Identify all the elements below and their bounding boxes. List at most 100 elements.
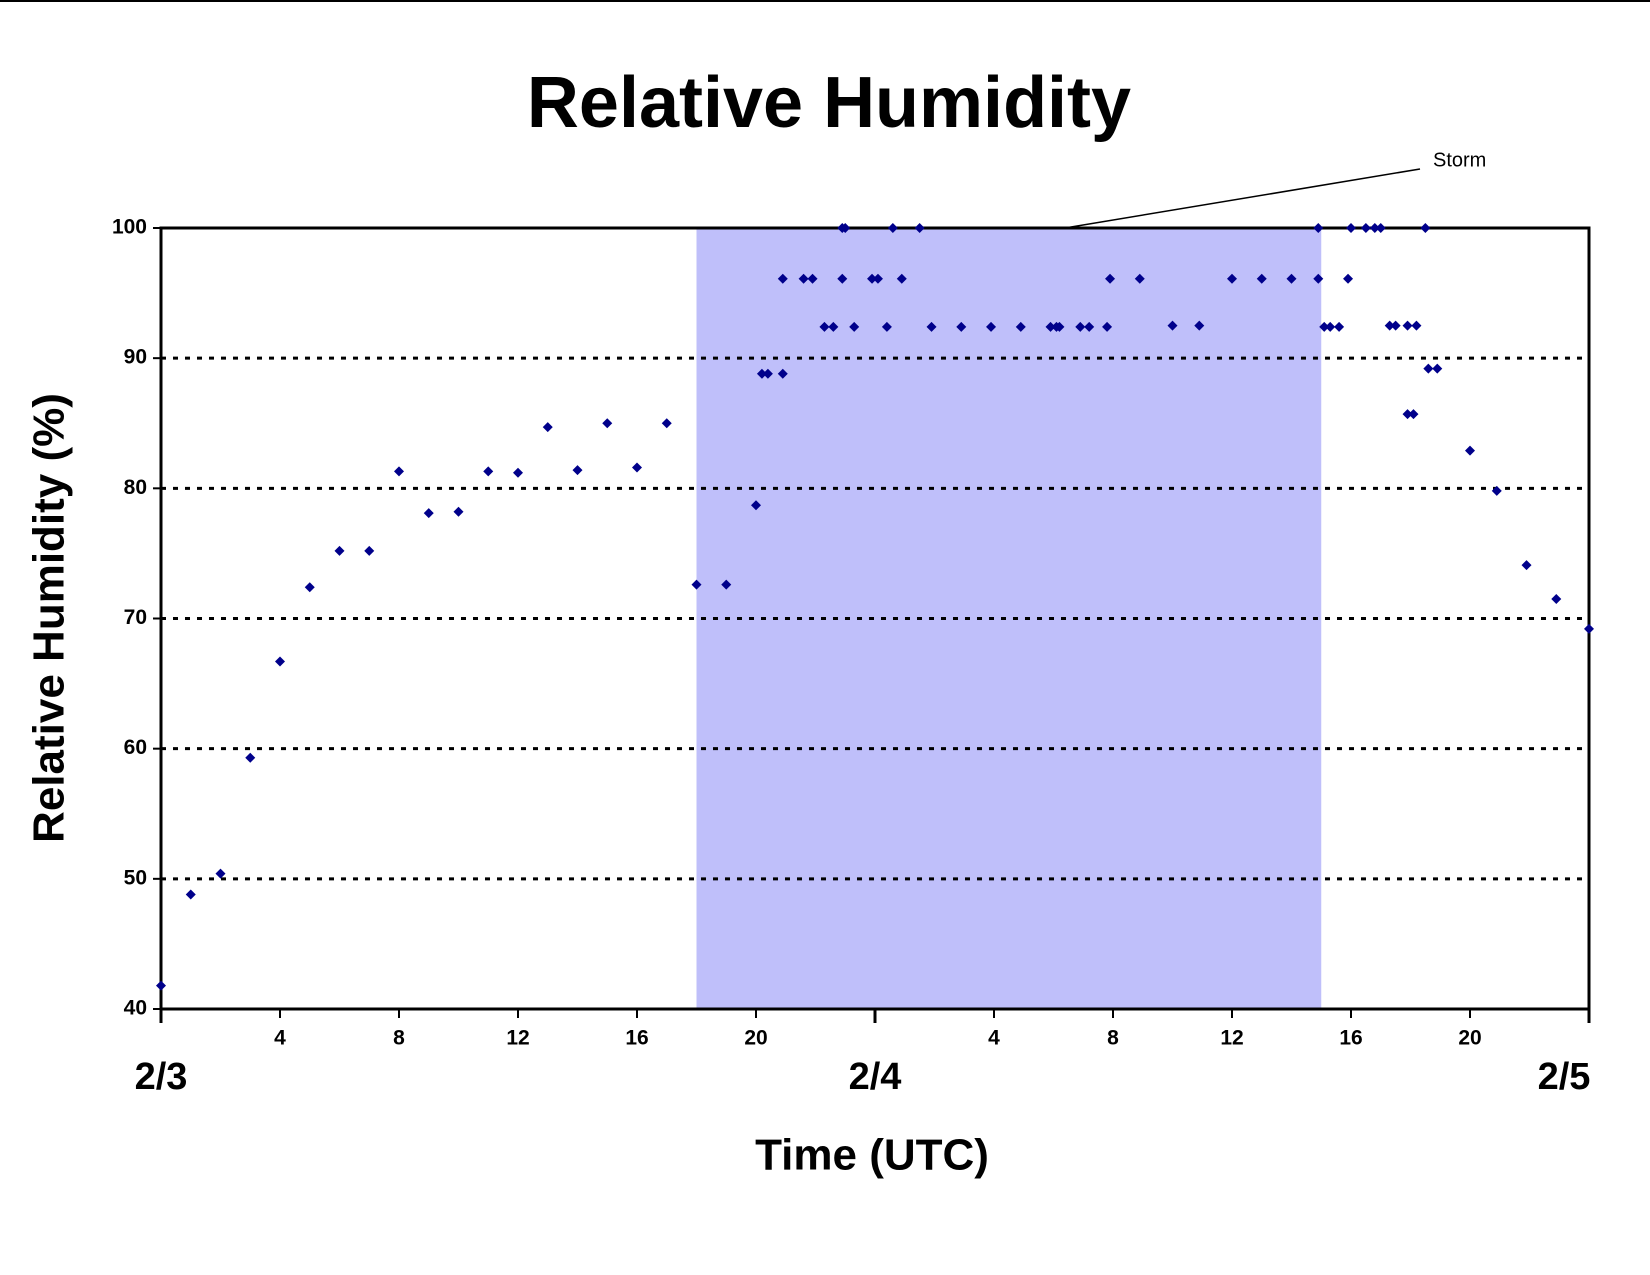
x-tick-label: 20 [744,1027,767,1050]
data-point [661,418,672,429]
y-tick-label: 50 [124,866,147,889]
data-point [914,223,925,233]
data-point [1360,223,1371,233]
data-point [185,889,196,900]
data-point [837,273,848,284]
data-point [1313,223,1324,233]
data-point [1256,273,1267,284]
data-point [956,321,967,332]
y-tick-label: 70 [124,606,147,629]
data-point [721,579,732,590]
data-point [245,752,256,763]
x-tick-label: 16 [625,1027,648,1050]
data-point [1551,593,1562,604]
data-point [798,273,809,284]
data-point [1384,320,1395,331]
data-point [632,462,642,473]
data-point [777,368,788,379]
data-point [364,545,375,556]
data-point [1491,485,1502,496]
data-point [986,321,997,332]
x-date-label: 2/4 [849,1056,902,1098]
y-tick-label: 60 [124,736,147,759]
data-point [156,980,166,991]
data-point [691,579,702,590]
data-point [840,223,851,233]
data-point [828,321,839,332]
data-point [1325,321,1336,332]
data-point [1054,321,1065,332]
y-axis-title: Relative Humidity (%) [25,393,74,843]
x-tick-label: 12 [1220,1027,1243,1050]
y-tick-label: 80 [124,476,147,499]
storm-shade [696,228,1322,1009]
data-point [513,467,523,478]
data-point [1105,273,1116,284]
data-point [304,582,315,593]
annotation-leader [1064,168,1421,229]
data-point [1227,273,1237,284]
data-point [572,465,583,476]
data-point [896,273,907,284]
data-point [1343,273,1354,284]
data-point [887,223,898,233]
chart-title: Relative Humidity [527,63,1131,143]
x-date-label: 2/5 [1538,1056,1591,1098]
x-tick-label: 4 [274,1027,286,1050]
data-point [423,508,434,519]
x-tick-label: 8 [393,1027,405,1050]
data-point [751,500,761,511]
data-point [777,273,788,284]
y-tick-label: 40 [124,997,147,1020]
data-point [756,368,767,379]
data-point [394,466,404,477]
data-point [1319,321,1330,332]
data-point [1465,445,1475,456]
x-tick-label: 8 [1107,1027,1119,1050]
data-point [926,321,937,332]
data-point [881,321,892,332]
data-point [1084,321,1095,332]
y-tick-label: 90 [124,346,147,369]
data-point [1521,560,1532,571]
data-point [1134,273,1145,284]
data-point [275,656,285,667]
data-point [1390,320,1401,331]
plot-frame [159,226,1591,1011]
data-point [867,273,878,284]
data-point [542,422,553,433]
data-point [807,273,818,284]
data-point [1102,321,1113,332]
y-tick-label: 100 [112,216,147,239]
data-point [1420,223,1431,233]
data-point [602,418,613,429]
data-point [872,273,883,284]
x-tick-label: 12 [506,1027,529,1050]
data-point [1411,320,1422,331]
data-point [819,321,830,332]
data-point [1423,363,1434,374]
data-point [1286,273,1297,284]
data-point [1432,363,1443,374]
data-point [1045,321,1056,332]
x-tick-label: 20 [1458,1027,1481,1050]
data-point [483,466,494,477]
data-point [1075,321,1086,332]
data-point [1375,223,1386,233]
x-tick-label: 16 [1339,1027,1362,1050]
x-date-label: 2/3 [135,1056,188,1098]
x-tick-label: 4 [988,1027,1000,1050]
data-point [1334,321,1345,332]
data-point [215,868,226,879]
x-axis-title: Time (UTC) [755,1131,989,1180]
data-point [1402,409,1413,420]
data-point [1346,223,1356,233]
data-point [1408,409,1419,420]
annotation: Storm [1433,149,1486,171]
data-point [1584,623,1594,634]
data-point [1015,321,1026,332]
data-point [1313,273,1324,284]
data-point [1369,223,1380,233]
data-point [762,368,773,379]
